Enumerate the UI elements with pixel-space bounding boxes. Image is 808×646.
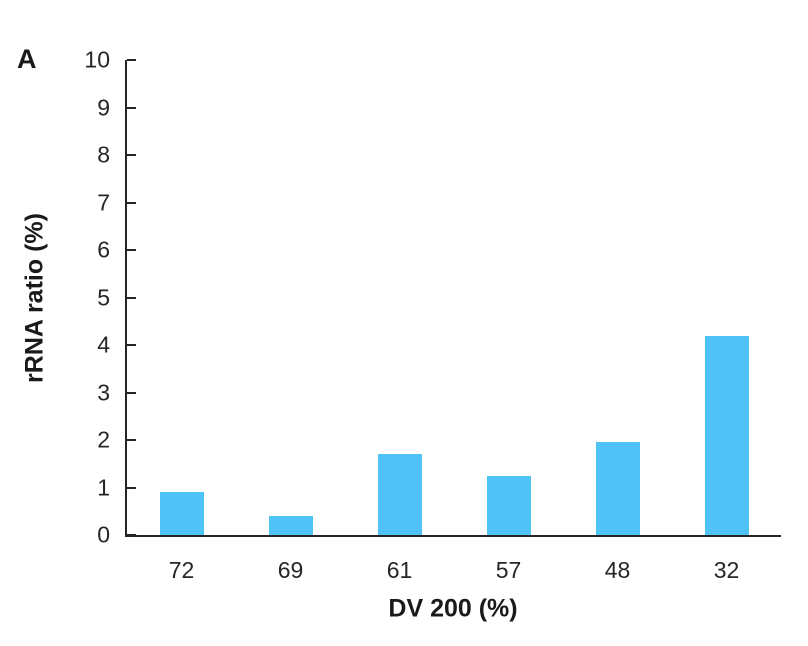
plot-area: 0 1 2 3 4 5 6 7 8 9 10 72 69 61 57 48 32 [84,47,781,583]
y-axis-tick [127,296,136,299]
y-axis-tick [127,439,136,441]
x-axis-tick-label: 57 [495,557,522,583]
y-axis-tick-label: 1 [97,474,110,500]
y-axis-tick [127,344,136,346]
y-axis-title: rRNA ratio (%) [20,213,49,383]
y-axis-tick [127,59,136,61]
y-axis-tick [127,249,136,251]
bar-dv200-61 [377,454,422,535]
y-axis-tick-label: 6 [97,236,110,263]
y-axis-tick-label: 8 [97,141,110,168]
y-axis-tick-label: 4 [97,331,110,358]
y-axis-tick [127,391,136,394]
y-axis-tick [127,534,136,536]
y-axis-tick-label: 3 [97,379,110,405]
bar-dv200-57 [486,475,531,535]
bar-dv200-32 [704,335,749,535]
x-axis-tick-label: 48 [604,557,631,583]
y-axis-tick-label: 9 [97,94,110,120]
y-axis-tick-label: 5 [97,284,110,310]
y-axis-tick-label: 7 [97,189,110,215]
x-axis-tick-label: 61 [386,557,413,583]
panel-label: A [17,44,37,74]
bar-dv200-48 [595,442,640,535]
y-axis-tick-label: 10 [84,46,110,73]
y-axis-tick [127,154,136,156]
y-axis-tick [127,201,136,204]
x-axis-tick-label: 72 [168,557,195,583]
bar-dv200-72 [159,492,204,535]
x-axis-title: DV 200 (%) [388,594,518,623]
y-axis-tick [127,486,136,489]
bar-dv200-69 [268,516,313,535]
y-axis-tick [127,106,136,109]
x-axis-tick-label: 69 [277,557,304,583]
x-axis-tick-label: 32 [713,557,740,583]
y-axis-tick-label: 2 [97,426,110,453]
y-axis-tick-label: 0 [97,521,110,548]
